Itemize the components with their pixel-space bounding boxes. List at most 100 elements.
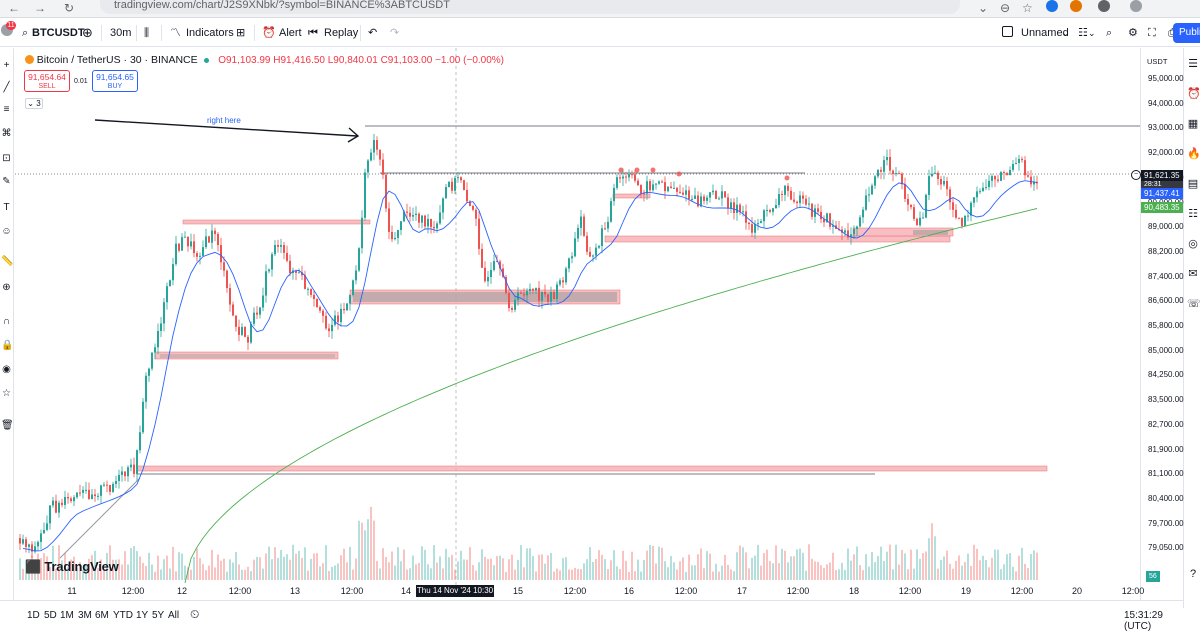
buy-button[interactable]: 91,654.65 BUY xyxy=(92,70,138,92)
star-icon[interactable]: ☆ xyxy=(1022,1,1033,15)
hotlists-icon[interactable]: 🔥 xyxy=(1187,148,1200,160)
volume-bar xyxy=(139,556,141,580)
save-layouts-icon[interactable]: ☷ xyxy=(1078,27,1088,39)
chat-icon[interactable]: ☏ xyxy=(1187,298,1200,310)
layout-checkbox[interactable] xyxy=(1002,26,1013,37)
range-button-all[interactable]: All xyxy=(168,610,180,621)
redo-icon[interactable]: ↷ xyxy=(390,27,400,39)
range-button-1m[interactable]: 1M xyxy=(60,610,74,621)
brush-icon[interactable]: ✎ xyxy=(2,176,11,187)
candle-body xyxy=(964,215,966,226)
range-button-5y[interactable]: 5Y xyxy=(152,610,165,621)
news-icon[interactable]: ☷ xyxy=(1188,208,1198,220)
address-input[interactable]: tradingview.com/chart/J2S9XNbk/?symbol=B… xyxy=(100,0,960,14)
ideas-icon[interactable]: ✉ xyxy=(1188,268,1198,280)
text-tool-icon[interactable]: T xyxy=(3,202,10,213)
range-button-3m[interactable]: 3M xyxy=(78,610,92,621)
extension-icon[interactable] xyxy=(1046,0,1058,12)
volume-bar xyxy=(823,567,825,580)
data-window-icon[interactable]: ▦ xyxy=(1187,118,1199,130)
candle-body xyxy=(220,245,222,263)
volume-bar xyxy=(805,570,807,580)
range-button-1y[interactable]: 1Y xyxy=(136,610,149,621)
emoji-icon[interactable]: ☺ xyxy=(1,226,12,237)
symbol-title[interactable]: Bitcoin / TetherUS · 30 · BINANCE xyxy=(36,54,198,66)
price-axis[interactable]: USDT xyxy=(1140,48,1183,600)
quick-search-icon[interactable]: ⌕ xyxy=(1106,27,1113,39)
range-button-5d[interactable]: 5D xyxy=(44,610,57,621)
utc-clock[interactable]: 15:31:29 (UTC) xyxy=(1124,610,1163,632)
candle-type-icon[interactable]: ⫼ xyxy=(144,27,150,39)
replay-button[interactable]: Replay xyxy=(324,27,359,39)
volume-bar xyxy=(427,564,429,580)
annotation-text[interactable]: right here xyxy=(207,116,241,125)
snapshot-icon[interactable]: ⎙ xyxy=(1168,25,1177,41)
chevron-down-icon[interactable]: ⌄ xyxy=(1062,28,1070,38)
candle-body xyxy=(988,180,990,188)
profile-icon[interactable] xyxy=(1130,0,1142,12)
help-icon[interactable]: ? xyxy=(1189,568,1197,580)
symbol-search-icon[interactable]: ⌕ xyxy=(22,27,29,39)
templates-icon[interactable]: ⊞ xyxy=(236,27,246,39)
chevron-down-icon[interactable]: ⌄ xyxy=(1088,28,1096,38)
range-button-1d[interactable]: 1D xyxy=(27,610,40,621)
indicators-icon[interactable]: 〽 xyxy=(170,27,181,39)
forecast-tool-icon[interactable]: ⊡ xyxy=(2,153,11,164)
indicators-toggle-button[interactable]: ⌄ 3 xyxy=(25,98,43,109)
zoom-icon[interactable]: ⊖ xyxy=(1000,1,1011,15)
hide-drawings-icon[interactable]: ◉ xyxy=(2,364,11,375)
publish-button[interactable]: Publis xyxy=(1173,23,1200,43)
settings-icon[interactable]: ⚙ xyxy=(1128,27,1138,39)
interval-button[interactable]: 30m xyxy=(110,27,132,39)
tradingview-logo[interactable]: ⬛ TradingView xyxy=(25,559,119,575)
ruler-icon[interactable]: 📏 xyxy=(1,256,14,267)
layout-name-button[interactable]: Unnamed xyxy=(1021,27,1069,39)
chart-pane[interactable] xyxy=(15,48,1142,600)
alert-button[interactable]: Alert xyxy=(279,27,302,39)
fullscreen-icon[interactable]: ⛶ xyxy=(1148,27,1156,39)
range-button-ytd[interactable]: YTD xyxy=(113,610,133,621)
candle-body xyxy=(886,157,888,161)
candle-body xyxy=(265,271,267,296)
alert-icon[interactable]: ⏰ xyxy=(262,27,276,39)
sell-button[interactable]: 91,654.64 SELL xyxy=(24,70,70,92)
screener-icon[interactable]: ◎ xyxy=(1188,238,1198,250)
undo-icon[interactable]: ↶ xyxy=(368,27,378,39)
calendar-icon[interactable]: ▤ xyxy=(1187,178,1199,190)
compare-symbol-icon[interactable]: ⊕ xyxy=(82,25,93,40)
volume-bar xyxy=(403,549,405,580)
volume-bar xyxy=(205,570,207,580)
reload-icon[interactable]: ↻ xyxy=(64,1,75,15)
symbol-button[interactable]: BTCUSDT xyxy=(32,27,85,39)
candle-body xyxy=(592,255,594,257)
indicators-button[interactable]: Indicators xyxy=(186,27,234,39)
back-icon[interactable]: ← xyxy=(8,1,20,15)
volume-bar xyxy=(91,555,93,580)
replay-icon[interactable]: ⏮ xyxy=(308,27,318,39)
extension-icon[interactable] xyxy=(1098,0,1110,12)
volume-bar xyxy=(835,570,837,580)
fib-tool-icon[interactable]: ≡ xyxy=(3,104,10,115)
menu-icon[interactable]: ⌄ xyxy=(978,1,989,15)
goto-date-icon[interactable]: ⏲ xyxy=(190,607,200,621)
extension-icon[interactable] xyxy=(1070,0,1082,12)
add-alert-icon[interactable]: − xyxy=(1131,170,1141,180)
trend-line-icon[interactable]: ╱ xyxy=(3,82,10,93)
currency-label[interactable]: USDT xyxy=(1147,57,1168,66)
pattern-tool-icon[interactable]: ⌘ xyxy=(1,128,12,139)
zoom-in-icon[interactable]: ⊕ xyxy=(2,282,11,293)
lock-drawings-icon[interactable]: 🔒 xyxy=(1,340,14,351)
range-button-6m[interactable]: 6M xyxy=(95,610,109,621)
trash-icon[interactable]: 🗑 xyxy=(1,420,14,431)
watchlist-icon[interactable]: ☰ xyxy=(1188,58,1198,70)
favorites-icon[interactable]: ☆ xyxy=(2,388,11,399)
forward-icon[interactable]: → xyxy=(34,1,46,15)
candle-body xyxy=(1033,181,1035,185)
magnet-icon[interactable]: ∩ xyxy=(2,316,11,327)
volume-bar xyxy=(388,562,390,580)
price-chart[interactable] xyxy=(15,48,1142,600)
crosshair-icon[interactable]: + xyxy=(3,60,10,71)
candle-body xyxy=(937,172,939,180)
alerts-icon[interactable]: ⏰ xyxy=(1187,88,1200,100)
candle-body xyxy=(373,140,375,153)
